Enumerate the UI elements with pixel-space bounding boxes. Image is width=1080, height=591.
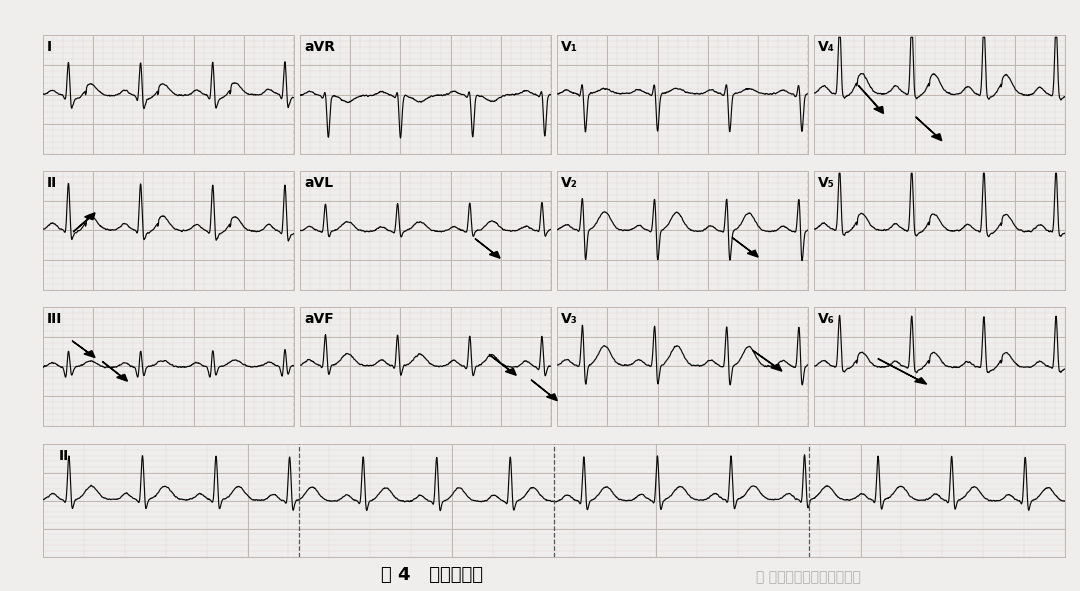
Text: V₆: V₆ [818, 312, 835, 326]
Text: aVF: aVF [303, 312, 334, 326]
Text: II: II [46, 176, 57, 190]
Text: I: I [46, 40, 52, 54]
Text: V₄: V₄ [818, 40, 835, 54]
Text: V₂: V₂ [561, 176, 578, 190]
Text: 图 4   术后心电图: 图 4 术后心电图 [381, 566, 483, 584]
Text: V₅: V₅ [818, 176, 835, 190]
Text: 📲 公众号．朱晓晓心电资讯: 📲 公众号．朱晓晓心电资讯 [756, 570, 861, 584]
Text: aVL: aVL [303, 176, 333, 190]
Text: V₁: V₁ [561, 40, 578, 54]
Text: II: II [58, 449, 69, 463]
Text: aVR: aVR [303, 40, 335, 54]
Text: V₃: V₃ [561, 312, 578, 326]
Text: III: III [46, 312, 63, 326]
